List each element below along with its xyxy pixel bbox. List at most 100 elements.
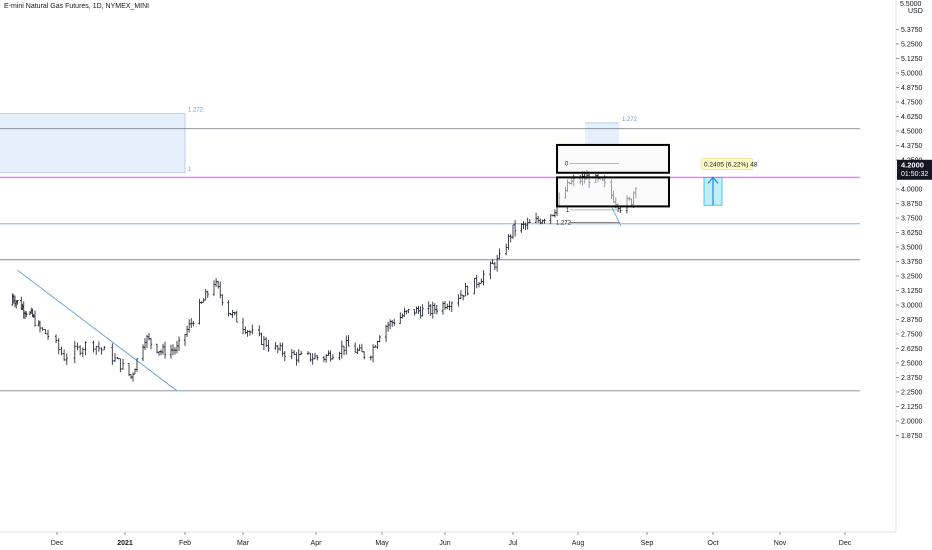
candle xyxy=(81,347,85,358)
price-tick-label: 5.3750 xyxy=(901,27,923,34)
price-tick-label: 4.8750 xyxy=(901,85,923,92)
candle xyxy=(374,344,377,348)
candle xyxy=(407,308,410,314)
candle xyxy=(507,234,510,250)
candle xyxy=(513,220,517,237)
candle xyxy=(461,294,465,301)
candle xyxy=(274,341,277,350)
price-tick-label: 2.0000 xyxy=(901,419,923,426)
candle xyxy=(219,281,222,299)
candle xyxy=(369,355,373,361)
candle xyxy=(459,290,463,299)
candle xyxy=(267,340,270,352)
candle xyxy=(65,353,68,365)
candle xyxy=(421,304,424,317)
candle xyxy=(25,311,28,318)
measure-arrow-head xyxy=(707,176,719,184)
candle xyxy=(522,221,525,230)
candle xyxy=(241,317,245,335)
price-tick-label: 4.7500 xyxy=(901,100,923,107)
candle xyxy=(143,338,147,350)
candle xyxy=(38,320,42,333)
candle xyxy=(378,335,381,343)
price-tick-label: 1.8750 xyxy=(901,433,923,440)
candle xyxy=(384,324,388,342)
candle xyxy=(390,319,394,327)
candle xyxy=(536,215,540,223)
candle xyxy=(177,336,181,351)
candle xyxy=(41,327,44,331)
candle xyxy=(216,280,220,289)
candle xyxy=(480,278,483,284)
candle xyxy=(403,307,406,317)
candle xyxy=(262,335,266,350)
time-tick-label: Aug xyxy=(572,540,585,547)
price-axis-top-value: 5.5000 xyxy=(900,1,922,8)
candle xyxy=(431,301,435,319)
candle xyxy=(386,321,390,332)
candle xyxy=(360,343,364,353)
price-tick-label: 4.0000 xyxy=(901,187,923,194)
candle xyxy=(244,326,247,335)
candle xyxy=(477,281,481,288)
candle xyxy=(322,356,326,363)
candle xyxy=(248,330,252,336)
candle xyxy=(299,350,303,356)
candle xyxy=(338,351,341,361)
candle xyxy=(265,337,268,348)
current-price-tag xyxy=(897,159,932,180)
measure-label-bg xyxy=(700,158,754,170)
candle xyxy=(202,298,205,303)
candle xyxy=(73,340,77,364)
fib-label-lower-right: 1.272 xyxy=(556,221,572,227)
candle xyxy=(388,319,392,330)
candle xyxy=(340,340,343,359)
candle xyxy=(475,275,478,289)
current-price-label: 4.2000 xyxy=(901,160,924,169)
candle xyxy=(119,358,122,373)
candle xyxy=(551,214,555,217)
candle xyxy=(316,355,319,361)
countdown-label: 01:50:32 xyxy=(901,171,928,178)
candle xyxy=(313,352,317,360)
fib-label-one: 1 xyxy=(566,208,570,214)
candle xyxy=(553,209,557,218)
candle xyxy=(251,324,254,335)
candle-series xyxy=(11,169,638,382)
candle xyxy=(111,343,114,365)
price-tick-label: 2.7500 xyxy=(901,332,923,339)
price-tick-label: 3.6250 xyxy=(901,230,923,237)
candle xyxy=(489,261,492,280)
candle xyxy=(306,351,310,355)
candle xyxy=(464,282,467,297)
fib-label-upper-left: 1.272 xyxy=(188,108,204,114)
candle xyxy=(129,374,133,380)
candle xyxy=(229,313,232,316)
candle xyxy=(543,218,546,224)
candle xyxy=(345,335,348,355)
time-tick-label: 2021 xyxy=(117,540,133,547)
candle xyxy=(446,303,449,310)
candle xyxy=(509,234,512,243)
candle xyxy=(11,293,14,306)
candle xyxy=(541,219,544,224)
candle xyxy=(95,345,98,355)
currency-label: USD xyxy=(908,8,923,15)
candle xyxy=(473,277,476,295)
price-tick-label: 3.1250 xyxy=(901,288,923,295)
candle xyxy=(227,300,230,317)
price-tick-label: 2.1250 xyxy=(901,404,923,411)
candle xyxy=(392,318,396,326)
candle xyxy=(290,349,293,360)
candle xyxy=(204,288,207,301)
candle xyxy=(206,290,209,298)
candle xyxy=(235,310,238,323)
candle xyxy=(44,329,47,335)
candle xyxy=(534,212,538,224)
time-tick-label: Jun xyxy=(439,540,450,547)
candle xyxy=(147,333,151,341)
candle xyxy=(427,301,430,315)
candle xyxy=(443,300,447,310)
